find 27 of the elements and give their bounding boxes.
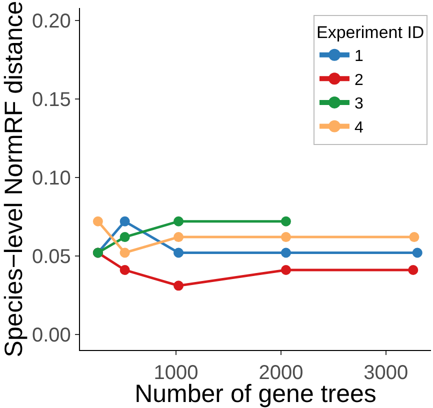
point xyxy=(280,216,291,226)
point xyxy=(174,216,184,226)
point xyxy=(408,264,418,275)
point xyxy=(120,248,130,258)
y-tick-label: 0.00 xyxy=(32,324,71,346)
point xyxy=(409,232,420,242)
y-tick-label: 0.15 xyxy=(32,88,71,111)
legend-label: 1 xyxy=(354,48,364,66)
legend-label: 3 xyxy=(354,96,364,113)
legend-label: 2 xyxy=(354,72,364,89)
point xyxy=(92,216,103,226)
point xyxy=(280,232,291,242)
point xyxy=(280,264,291,275)
point xyxy=(120,264,130,275)
point xyxy=(120,232,130,242)
point xyxy=(120,216,130,226)
y-tick-label: 0.10 xyxy=(32,167,71,190)
y-tick-label: 0.05 xyxy=(32,246,71,268)
legend-title: Experiment ID xyxy=(316,22,424,42)
y-tick-label: 0.20 xyxy=(32,10,71,33)
point xyxy=(174,280,184,291)
point xyxy=(174,232,184,242)
legend-label: 4 xyxy=(354,119,364,136)
point xyxy=(174,248,184,258)
point xyxy=(280,248,291,258)
y-axis-title: Species−level NormRF distance xyxy=(0,0,28,358)
point xyxy=(412,248,422,258)
